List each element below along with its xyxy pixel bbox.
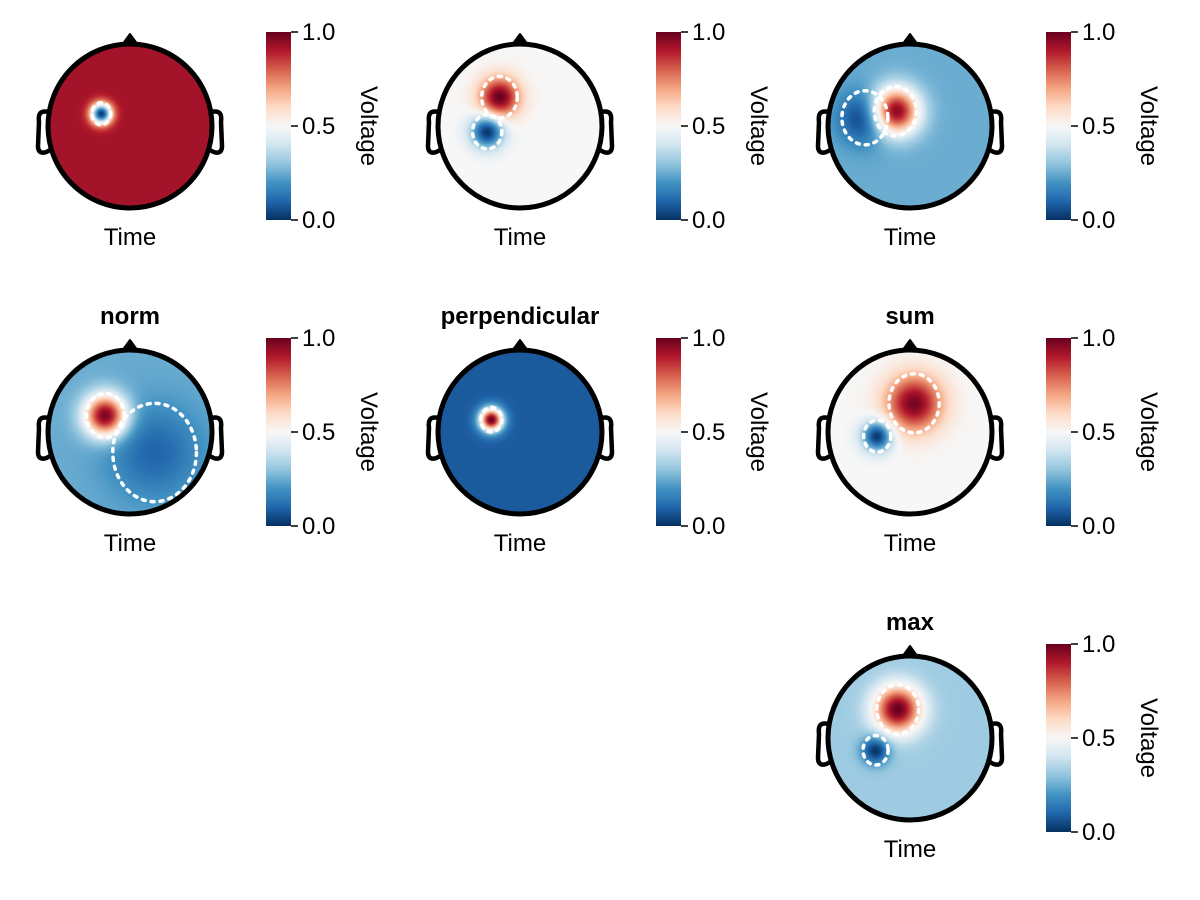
colorbar: 0.0 0.5 1.0 Voltage <box>656 325 772 540</box>
nose-icon <box>901 33 919 46</box>
colorbar: 0.0 0.5 1.0 Voltage <box>1046 19 1162 234</box>
contour-line-0 <box>479 74 520 120</box>
contour-line-0 <box>84 391 126 440</box>
panel-title: norm <box>100 303 160 330</box>
panel-title: max <box>886 609 935 636</box>
left-ear-icon <box>815 415 833 461</box>
topoplot-heatmap <box>438 350 602 514</box>
colorbar-tick-label: 0.5 <box>1082 419 1115 446</box>
right-ear-icon <box>597 109 615 155</box>
colorbar-tick-label: 1.0 <box>1082 19 1115 46</box>
colorbar-gradient <box>1046 338 1071 526</box>
left-ear-icon <box>425 109 443 155</box>
left-ear-icon <box>35 109 53 155</box>
topoplot-panel-p6: sum Time 0.0 0.5 1.0 Voltage <box>815 303 1162 557</box>
panel-title: perpendicular <box>441 303 600 330</box>
colorbar-label: Voltage <box>355 392 382 472</box>
colorbar-label: Voltage <box>745 86 772 166</box>
colorbar-label: Voltage <box>1135 392 1162 472</box>
colorbar-gradient <box>266 338 291 526</box>
colorbar: 0.0 0.5 1.0 Voltage <box>266 19 382 234</box>
right-ear-icon <box>207 415 225 461</box>
colorbar-tick-label: 1.0 <box>692 19 725 46</box>
left-ear-icon <box>35 415 53 461</box>
colorbar-tick-label: 0.0 <box>1082 513 1115 540</box>
nose-icon <box>121 33 139 46</box>
colorbar-tick-label: 1.0 <box>302 19 335 46</box>
left-ear-icon <box>815 721 833 767</box>
contour-line-0 <box>479 405 504 434</box>
colorbar-tick-label: 1.0 <box>692 325 725 352</box>
contour-line-1 <box>111 401 199 504</box>
topoplot-panel-p1: Time 0.0 0.5 1.0 Voltage <box>35 19 382 251</box>
colorbar-tick-label: 0.0 <box>302 513 335 540</box>
colorbar-gradient <box>1046 32 1071 220</box>
colorbar-label: Voltage <box>1135 698 1162 778</box>
x-axis-label: Time <box>104 224 156 251</box>
colorbar-tick-label: 0.0 <box>1082 819 1115 846</box>
colorbar-tick-label: 0.5 <box>1082 725 1115 752</box>
colorbar-tick-label: 1.0 <box>1082 325 1115 352</box>
contour-line-1 <box>840 88 890 147</box>
colorbar-label: Voltage <box>745 392 772 472</box>
nose-icon <box>901 645 919 658</box>
colorbar-gradient <box>656 338 681 526</box>
topoplot-heatmap <box>828 656 992 820</box>
colorbar: 0.0 0.5 1.0 Voltage <box>1046 631 1162 846</box>
x-axis-label: Time <box>884 530 936 557</box>
nose-icon <box>121 339 139 352</box>
colorbar-label: Voltage <box>355 86 382 166</box>
contour-line-0 <box>875 682 921 736</box>
x-axis-label: Time <box>884 224 936 251</box>
colorbar-tick-label: 0.0 <box>692 513 725 540</box>
colorbar-tick-label: 0.0 <box>302 207 335 234</box>
right-ear-icon <box>207 109 225 155</box>
x-axis-label: Time <box>494 224 546 251</box>
colorbar: 0.0 0.5 1.0 Voltage <box>266 325 382 540</box>
nose-icon <box>901 339 919 352</box>
colorbar-tick-label: 0.5 <box>302 113 335 140</box>
topoplot-heatmap <box>828 44 992 208</box>
right-ear-icon <box>987 415 1005 461</box>
topoplot-panel-p7: max Time 0.0 0.5 1.0 Voltage <box>815 609 1162 863</box>
panel-title: sum <box>885 303 934 330</box>
contour-line-0 <box>90 100 113 127</box>
contour-line-1 <box>470 112 504 151</box>
colorbar: 0.0 0.5 1.0 Voltage <box>1046 325 1162 540</box>
colorbar-tick-label: 0.5 <box>302 419 335 446</box>
topoplot-panel-p2: Time 0.0 0.5 1.0 Voltage <box>425 19 772 251</box>
left-ear-icon <box>425 415 443 461</box>
colorbar-tick-label: 0.5 <box>692 419 725 446</box>
topoplot-panel-p3: Time 0.0 0.5 1.0 Voltage <box>815 19 1162 251</box>
colorbar-tick-label: 1.0 <box>302 325 335 352</box>
right-ear-icon <box>987 109 1005 155</box>
colorbar-tick-label: 0.5 <box>1082 113 1115 140</box>
right-ear-icon <box>597 415 615 461</box>
contour-line-1 <box>861 733 890 767</box>
colorbar-tick-label: 0.0 <box>1082 207 1115 234</box>
colorbar-tick-label: 1.0 <box>1082 631 1115 658</box>
x-axis-label: Time <box>494 530 546 557</box>
x-axis-label: Time <box>884 836 936 863</box>
contour-line-0 <box>887 372 941 435</box>
topoplot-panel-p4: norm Time 0.0 0.5 1.0 Voltage <box>35 303 382 557</box>
colorbar-gradient <box>656 32 681 220</box>
colorbar-gradient <box>266 32 291 220</box>
colorbar-tick-label: 0.5 <box>692 113 725 140</box>
contour-line-0 <box>872 84 918 138</box>
colorbar-gradient <box>1046 644 1071 832</box>
contour-line-1 <box>861 418 893 454</box>
colorbar-label: Voltage <box>1135 86 1162 166</box>
left-ear-icon <box>815 109 833 155</box>
colorbar-tick-label: 0.0 <box>692 207 725 234</box>
colorbar: 0.0 0.5 1.0 Voltage <box>656 19 772 234</box>
nose-icon <box>511 339 529 352</box>
x-axis-label: Time <box>104 530 156 557</box>
topoplot-heatmap <box>438 44 602 208</box>
topoplot-heatmap <box>48 44 212 208</box>
topoplot-panel-p5: perpendicular Time 0.0 0.5 1.0 Voltage <box>425 303 772 557</box>
nose-icon <box>511 33 529 46</box>
right-ear-icon <box>987 721 1005 767</box>
